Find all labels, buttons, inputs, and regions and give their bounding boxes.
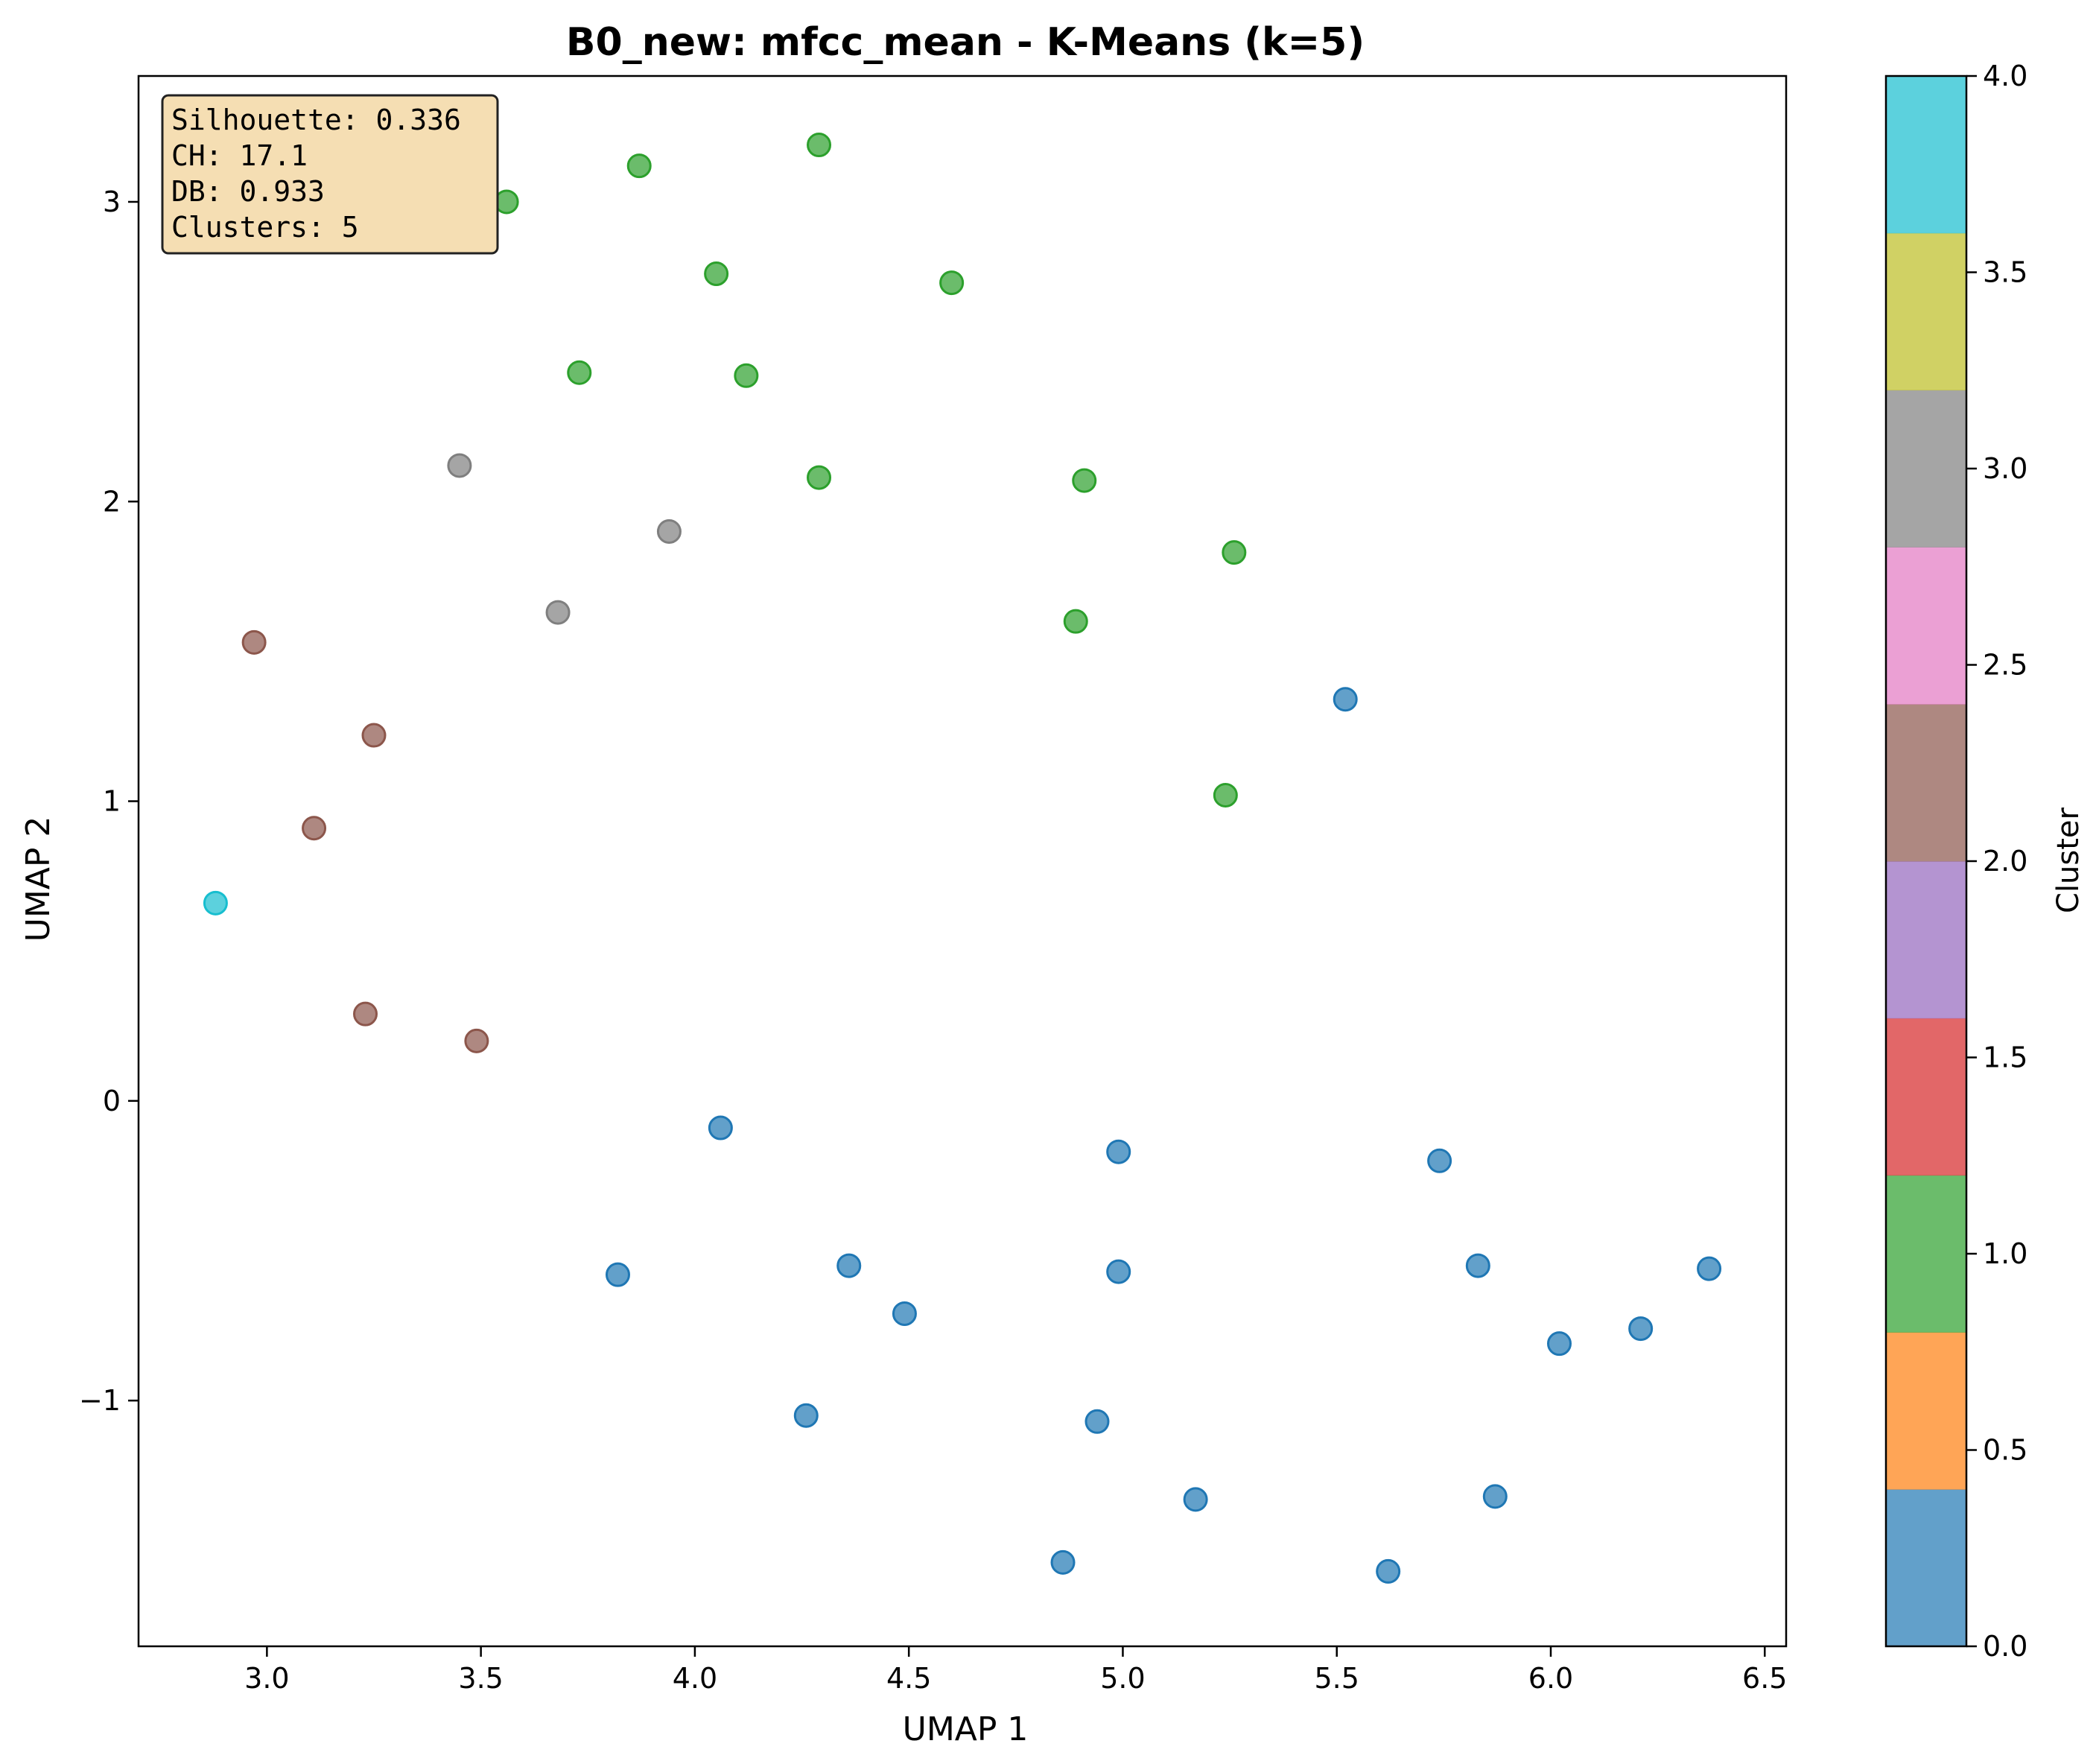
colorbar-tick-label: 0.5 xyxy=(1983,1434,2027,1467)
x-tick-label: 3.0 xyxy=(244,1662,289,1695)
colorbar-tick-label: 2.5 xyxy=(1983,649,2027,682)
data-point-5 xyxy=(568,361,591,384)
data-point-22 xyxy=(709,1117,731,1139)
stats-ch: CH: 17.1 xyxy=(171,139,308,172)
data-point-9 xyxy=(1223,542,1245,564)
stats-db: DB: 0.933 xyxy=(171,175,325,208)
data-point-32 xyxy=(1630,1318,1652,1340)
chart-title: B0_new: mfcc_mean - K-Means (k=5) xyxy=(566,20,1365,65)
colorbar-tick-label: 2.0 xyxy=(1983,845,2027,878)
data-point-6 xyxy=(735,364,758,387)
y-tick-label: −1 xyxy=(79,1384,121,1417)
colorbar-band-1 xyxy=(1886,1332,1966,1489)
colorbar-tick-label: 3.5 xyxy=(1983,256,2027,289)
data-point-15 xyxy=(243,631,265,653)
data-point-27 xyxy=(893,1302,915,1324)
x-tick-label: 6.5 xyxy=(1742,1662,1787,1695)
data-point-26 xyxy=(838,1254,860,1277)
data-point-1 xyxy=(628,155,650,177)
x-tick-label: 5.0 xyxy=(1100,1662,1145,1695)
stats-silhouette: Silhouette: 0.336 xyxy=(171,104,461,136)
data-point-18 xyxy=(355,1003,377,1025)
colorbar-tick-label: 1.5 xyxy=(1983,1041,2027,1074)
data-point-38 xyxy=(1377,1560,1400,1582)
data-point-17 xyxy=(303,817,325,840)
colorbar-tick-label: 4.0 xyxy=(1983,60,2027,92)
data-point-31 xyxy=(1548,1333,1570,1355)
data-point-20 xyxy=(204,892,226,914)
data-point-29 xyxy=(1467,1254,1489,1277)
colorbar-band-0 xyxy=(1886,1489,1966,1646)
colorbar-band-6 xyxy=(1886,547,1966,704)
x-axis-title: UMAP 1 xyxy=(903,1710,1029,1748)
data-point-8 xyxy=(1073,469,1096,492)
data-point-21 xyxy=(1334,688,1356,711)
data-point-13 xyxy=(658,520,680,542)
y-tick-label: 0 xyxy=(103,1085,121,1117)
data-point-25 xyxy=(606,1263,629,1286)
plot-area: 3.0 3.5 4.0 4.5 5.0 5.5 6.0 6.5 −1 0 1 2 3 xyxy=(79,76,1788,1695)
data-point-36 xyxy=(1484,1485,1506,1508)
data-point-24 xyxy=(1429,1149,1451,1172)
data-point-7 xyxy=(808,466,831,489)
y-tick-label: 2 xyxy=(103,485,121,518)
colorbar-band-9 xyxy=(1886,76,1966,233)
x-tick-label: 5.5 xyxy=(1315,1662,1359,1695)
x-tick-label: 3.5 xyxy=(458,1662,503,1695)
data-point-34 xyxy=(1086,1410,1108,1433)
colorbar-label: Cluster xyxy=(2051,807,2086,913)
colorbar-tick-label: 1.0 xyxy=(1983,1237,2027,1270)
colorbar-band-2 xyxy=(1886,1176,1966,1333)
colorbar-tick-label: 3.0 xyxy=(1983,452,2027,485)
colorbar-band-8 xyxy=(1886,233,1966,390)
plot-frame xyxy=(139,76,1786,1646)
x-tick-label: 4.0 xyxy=(673,1662,717,1695)
data-point-10 xyxy=(1064,610,1087,632)
data-points xyxy=(204,134,1720,1583)
colorbar-band-4 xyxy=(1886,861,1966,1018)
colorbar-band-7 xyxy=(1886,390,1966,548)
data-point-12 xyxy=(448,454,471,477)
stats-clusters: Clusters: 5 xyxy=(171,211,359,244)
y-tick-label: 3 xyxy=(103,185,121,218)
data-point-11 xyxy=(1214,784,1236,806)
y-axis-title: UMAP 2 xyxy=(19,816,57,942)
x-tick-label: 6.0 xyxy=(1528,1662,1573,1695)
data-point-16 xyxy=(363,724,385,746)
stats-box: Silhouette: 0.336 CH: 17.1 DB: 0.933 Clu… xyxy=(162,95,498,253)
data-point-28 xyxy=(1108,1260,1130,1283)
data-point-4 xyxy=(941,272,963,294)
data-point-35 xyxy=(1184,1488,1207,1511)
data-point-2 xyxy=(808,134,831,156)
data-point-0 xyxy=(495,191,518,213)
data-point-33 xyxy=(795,1404,817,1427)
colorbar: 0.0 0.5 1.0 1.5 2.0 2.5 3.0 3.5 4.0 xyxy=(1886,60,2027,1663)
data-point-19 xyxy=(466,1029,488,1052)
data-point-37 xyxy=(1052,1551,1074,1573)
colorbar-tick-label: 0.0 xyxy=(1983,1630,2027,1663)
data-point-3 xyxy=(705,263,728,285)
data-point-23 xyxy=(1108,1140,1130,1163)
x-tick-label: 4.5 xyxy=(886,1662,931,1695)
data-point-30 xyxy=(1698,1257,1721,1280)
y-tick-label: 1 xyxy=(103,785,121,818)
colorbar-band-3 xyxy=(1886,1018,1966,1176)
colorbar-band-5 xyxy=(1886,704,1966,861)
data-point-14 xyxy=(547,601,569,624)
